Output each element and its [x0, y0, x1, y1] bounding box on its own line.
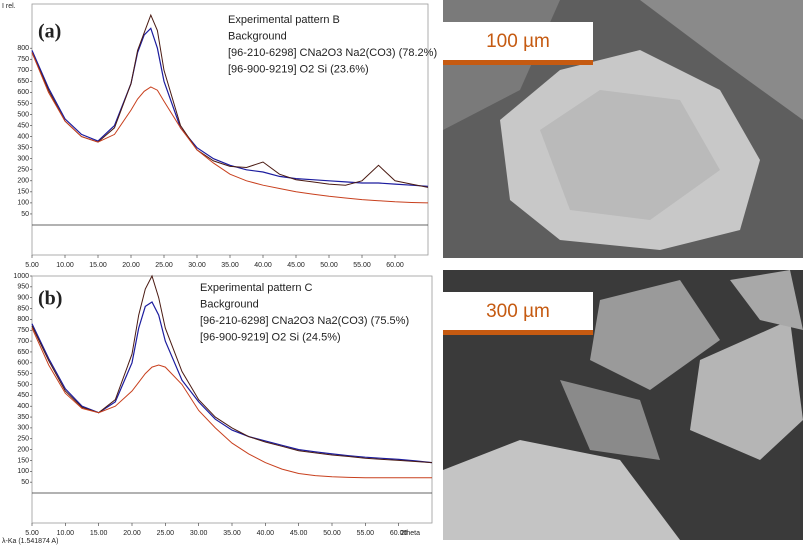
x-axis-sublabel: λ-Ka (1.541874 A)	[2, 538, 58, 545]
legend-text: [96-900-9219] O2 Si (24.5%)	[200, 331, 341, 343]
x-tick-label: 20.00	[122, 262, 140, 269]
y-tick-label: 250	[17, 167, 29, 174]
y-tick-label: 350	[17, 144, 29, 151]
series-line	[31, 27, 429, 187]
y-tick-label: 550	[17, 370, 29, 377]
y-tick-label: 400	[17, 403, 29, 410]
x-axis-label: 2theta	[401, 530, 421, 537]
x-tick-label: 55.00	[357, 530, 375, 537]
x-tick-label: 30.00	[190, 530, 208, 537]
y-tick-label: 200	[17, 178, 29, 185]
y-tick-label: 50	[21, 211, 29, 218]
y-tick-label: 650	[17, 78, 29, 85]
scale-box	[443, 292, 593, 330]
legend-text: Background	[228, 30, 287, 42]
x-tick-label: 40.00	[254, 262, 272, 269]
x-tick-label: 5.00	[25, 262, 39, 269]
series-line	[31, 52, 429, 204]
legend-text: [96-900-9219] O2 Si (23.6%)	[228, 63, 369, 75]
y-tick-label: 700	[17, 67, 29, 74]
legend-text: Experimental pattern B	[228, 14, 340, 26]
y-tick-label: 450	[17, 122, 29, 129]
x-tick-label: 50.00	[320, 262, 338, 269]
x-tick-label: 35.00	[221, 262, 239, 269]
y-tick-label: 800	[17, 45, 29, 52]
x-tick-label: 60.00	[386, 262, 404, 269]
x-tick-label: 15.00	[90, 530, 108, 537]
y-tick-label: 650	[17, 349, 29, 356]
x-tick-label: 50.00	[323, 530, 341, 537]
x-tick-label: 15.00	[89, 262, 107, 269]
y-axis-label: I rel.	[2, 3, 16, 10]
sem-image: 100 µm	[443, 0, 803, 258]
scale-label: 100 µm	[486, 31, 550, 52]
y-tick-label: 350	[17, 414, 29, 421]
x-tick-label: 10.00	[57, 530, 75, 537]
y-tick-label: 50	[21, 479, 29, 486]
legend-text: [96-210-6298] CNa2O3 Na2(CO3) (78.2%)	[228, 47, 437, 59]
x-tick-label: 55.00	[353, 262, 371, 269]
scale-label: 300 µm	[486, 301, 550, 322]
legend-text: [96-210-6298] CNa2O3 Na2(CO3) (75.5%)	[200, 315, 409, 327]
legend-text: Experimental pattern C	[200, 282, 313, 294]
y-tick-label: 900	[17, 295, 29, 302]
y-tick-label: 1000	[13, 273, 29, 280]
x-tick-label: 20.00	[123, 530, 141, 537]
y-tick-label: 600	[17, 360, 29, 367]
scale-box	[443, 22, 593, 60]
y-tick-label: 700	[17, 338, 29, 345]
panel-label: (a)	[38, 21, 61, 43]
series-line	[31, 274, 433, 464]
x-tick-label: 40.00	[257, 530, 275, 537]
x-tick-label: 60.00	[390, 530, 408, 537]
y-tick-label: 800	[17, 316, 29, 323]
x-tick-label: 5.00	[25, 530, 39, 537]
y-tick-label: 950	[17, 284, 29, 291]
y-tick-label: 400	[17, 133, 29, 140]
y-tick-label: 500	[17, 111, 29, 118]
y-tick-label: 200	[17, 446, 29, 453]
y-tick-label: 100	[17, 200, 29, 207]
scale-bar	[443, 60, 593, 65]
x-tick-label: 45.00	[290, 530, 308, 537]
x-tick-label: 45.00	[287, 262, 305, 269]
y-tick-label: 100	[17, 468, 29, 475]
x-tick-label: 10.00	[56, 262, 74, 269]
y-tick-label: 150	[17, 457, 29, 464]
y-tick-label: 150	[17, 189, 29, 196]
x-tick-label: 25.00	[155, 262, 173, 269]
legend-text: Background	[200, 298, 259, 310]
plot-frame	[31, 275, 433, 524]
x-tick-label: 35.00	[223, 530, 241, 537]
series-line	[31, 13, 429, 188]
y-tick-label: 550	[17, 100, 29, 107]
y-tick-label: 250	[17, 436, 29, 443]
y-tick-label: 450	[17, 392, 29, 399]
x-tick-label: 25.00	[157, 530, 175, 537]
y-tick-label: 850	[17, 305, 29, 312]
y-tick-label: 750	[17, 56, 29, 63]
sem-image: 300 µm	[443, 270, 803, 540]
panel-label: (b)	[38, 288, 62, 310]
scale-bar	[443, 330, 593, 335]
y-tick-label: 300	[17, 425, 29, 432]
y-tick-label: 300	[17, 156, 29, 163]
y-tick-label: 600	[17, 89, 29, 96]
x-tick-label: 30.00	[188, 262, 206, 269]
series-line	[31, 327, 432, 479]
y-tick-label: 500	[17, 381, 29, 388]
series-line	[31, 301, 433, 464]
y-tick-label: 750	[17, 327, 29, 334]
